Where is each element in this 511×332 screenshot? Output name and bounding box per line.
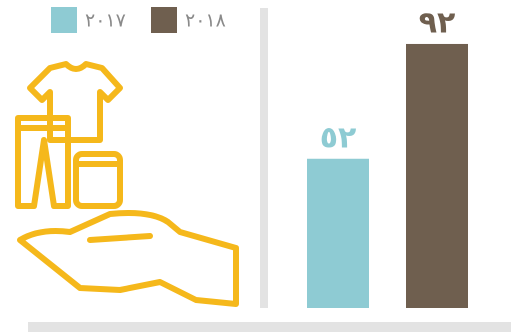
- legend-swatch: [51, 7, 77, 33]
- legend-swatch: [151, 7, 177, 33]
- illustration: [15, 61, 239, 307]
- legend-label: ٢٠١٨: [185, 10, 226, 32]
- bar: [307, 158, 369, 308]
- value-label: ٩٢: [419, 5, 456, 40]
- legend-label: ٢٠١٧: [85, 10, 126, 32]
- value-label: ٥٢: [320, 120, 357, 155]
- bar: [406, 43, 468, 309]
- baseline-band: [28, 322, 511, 332]
- divider: [260, 8, 268, 308]
